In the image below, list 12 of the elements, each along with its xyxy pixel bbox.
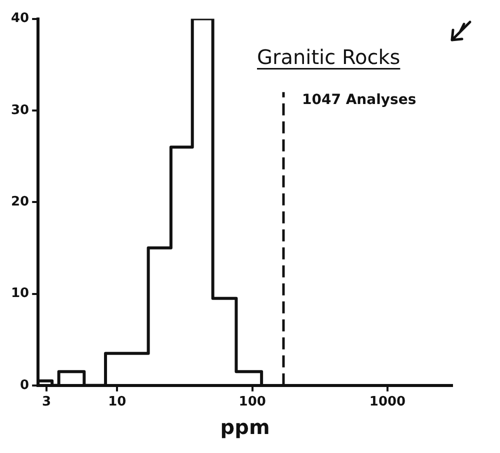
y-tick-label: 10 — [10, 286, 30, 302]
y-tick-label: 20 — [10, 194, 30, 210]
y-tick-label: 0 — [20, 378, 30, 393]
x-tick-label: 100 — [238, 394, 266, 410]
text: Granitic Rocks — [257, 44, 400, 69]
x-tick-label: 10 — [108, 394, 126, 410]
x-tick-label: 1000 — [369, 394, 406, 410]
annotation: 1047 Analyses — [302, 92, 416, 108]
x-tick-label: 3 — [42, 394, 52, 410]
y-tick-label: 30 — [10, 102, 30, 118]
x-axis-title: ppm — [220, 415, 270, 440]
y-tick-label: 40 — [10, 11, 30, 26]
